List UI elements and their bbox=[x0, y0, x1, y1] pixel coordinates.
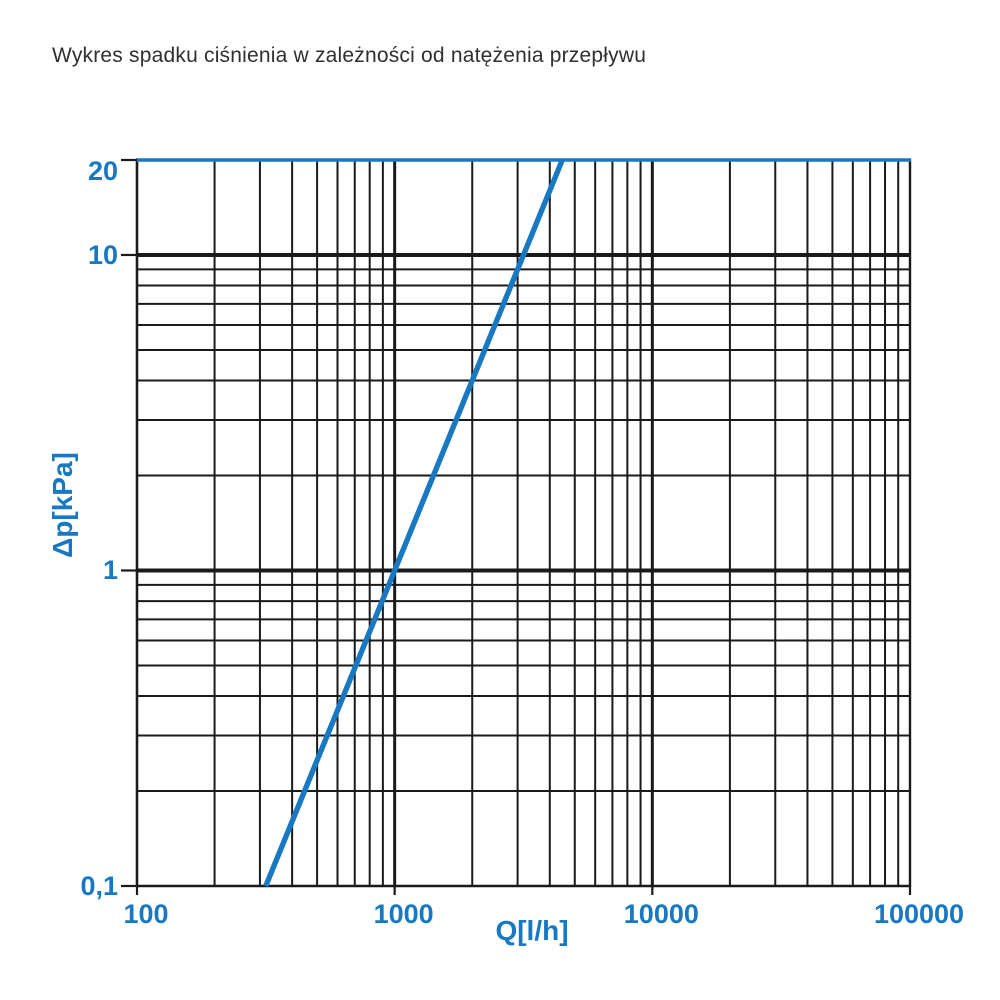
chart-title: Wykres spadku ciśnienia w zależności od … bbox=[52, 44, 647, 67]
y-tick-label: 10 bbox=[87, 239, 118, 270]
x-axis-title: Q[l/h] bbox=[495, 915, 569, 946]
y-tick-label: 1 bbox=[102, 555, 118, 586]
y-tick-label: 20 bbox=[87, 156, 118, 186]
y-tick-label: 0,1 bbox=[80, 871, 118, 901]
x-tick-label: 100000 bbox=[873, 899, 965, 929]
x-tick-label: 10000 bbox=[623, 899, 699, 929]
x-tick-label: 1000 bbox=[373, 899, 434, 929]
y-axis-title: Δp[kPa] bbox=[47, 452, 78, 558]
x-tick-label: 100 bbox=[123, 899, 169, 929]
pressure-drop-line bbox=[263, 158, 565, 888]
